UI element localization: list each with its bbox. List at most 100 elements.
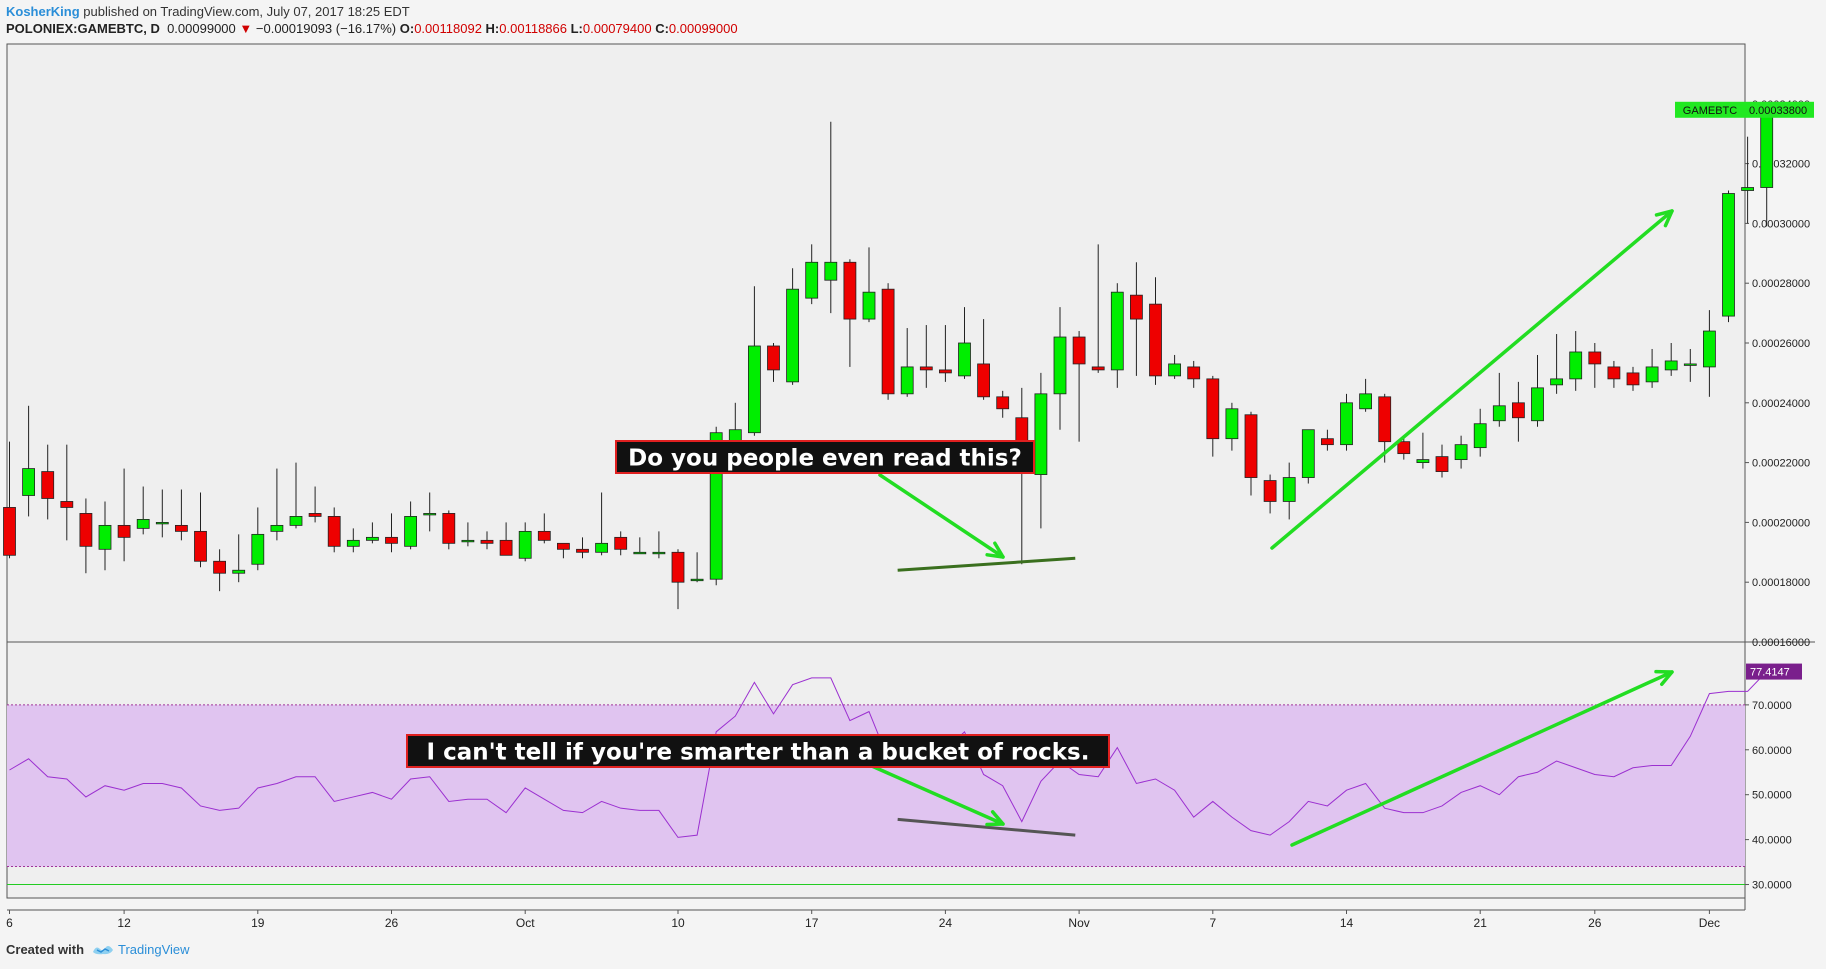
time-tick-label: 7 bbox=[1209, 916, 1216, 930]
candle-down bbox=[1206, 375, 1220, 457]
candle-down bbox=[480, 531, 494, 550]
candle-down bbox=[1512, 381, 1525, 442]
candle-body bbox=[60, 501, 74, 508]
candle-up bbox=[98, 501, 112, 571]
candle-body bbox=[1722, 193, 1735, 317]
candle-up bbox=[1282, 462, 1296, 520]
candle-down bbox=[1187, 360, 1201, 388]
publish-date: published on TradingView.com, July 07, 2… bbox=[83, 4, 410, 19]
candle-down bbox=[194, 492, 207, 568]
time-tick-label: 10 bbox=[671, 916, 685, 930]
candle-up bbox=[1454, 435, 1468, 469]
time-tick-label: 26 bbox=[385, 916, 399, 930]
time-tick-label: 12 bbox=[117, 916, 131, 930]
candle-body bbox=[327, 516, 341, 547]
candle-up bbox=[1492, 372, 1506, 427]
candle-down bbox=[79, 498, 93, 574]
candle-body bbox=[576, 548, 589, 553]
rsi-value-box bbox=[1746, 663, 1802, 680]
candle-down bbox=[1397, 435, 1411, 460]
candle-down bbox=[1263, 474, 1277, 514]
candle-up bbox=[1703, 310, 1716, 397]
candle-up bbox=[423, 492, 437, 532]
candle-down bbox=[174, 489, 188, 541]
candle-down bbox=[1091, 244, 1105, 373]
created-with-label: Created with bbox=[6, 942, 85, 957]
candle-up bbox=[1683, 348, 1697, 382]
candle-down bbox=[499, 522, 513, 556]
author-link[interactable]: KosherKing bbox=[6, 4, 80, 19]
candle-down bbox=[308, 486, 322, 523]
candle-body bbox=[1435, 456, 1449, 472]
candle-body bbox=[1149, 303, 1162, 377]
candle-body bbox=[633, 551, 647, 555]
candle-body bbox=[1416, 459, 1430, 463]
candle-body bbox=[1378, 396, 1392, 443]
tradingview-link[interactable]: TradingView bbox=[92, 942, 190, 957]
candle-down bbox=[996, 390, 1010, 418]
time-tick-label: 21 bbox=[1474, 916, 1488, 930]
annotation-box bbox=[406, 734, 1110, 768]
price-value-text: 0.00033800 bbox=[1749, 105, 1807, 117]
price-symbol-box bbox=[1675, 101, 1746, 118]
candle-down bbox=[919, 325, 933, 388]
candle-body bbox=[385, 536, 398, 544]
candle-up bbox=[1531, 354, 1544, 427]
candle-body bbox=[1130, 294, 1143, 320]
price-tick-label: 0.00024000 bbox=[1752, 398, 1810, 410]
time-tick-label: 26 bbox=[1588, 916, 1602, 930]
symbol-name: POLONIEX:GAMEBTC, D bbox=[6, 21, 160, 36]
time-tick-label: Nov bbox=[1068, 916, 1089, 930]
candle-body bbox=[3, 507, 16, 556]
price-value-box bbox=[1746, 101, 1814, 118]
candle-down bbox=[1626, 366, 1640, 391]
candle-up bbox=[633, 537, 647, 555]
candle-body bbox=[1034, 393, 1048, 475]
candle-down bbox=[1588, 343, 1602, 388]
candle-body bbox=[213, 560, 227, 574]
candle-down bbox=[385, 513, 398, 553]
candle-body bbox=[1282, 477, 1296, 502]
candle-body bbox=[1397, 441, 1411, 455]
open-value: 0.00118092 bbox=[414, 21, 482, 36]
candle-body bbox=[270, 524, 284, 532]
rsi-tick-label: 50.0000 bbox=[1752, 790, 1792, 802]
candle-body bbox=[1225, 408, 1239, 440]
candle-up bbox=[1340, 393, 1353, 451]
price-tick-label: 0.00020000 bbox=[1752, 517, 1810, 529]
candle-up bbox=[1416, 432, 1430, 469]
arrow-shaft bbox=[878, 473, 1005, 559]
low-value: 0.00079400 bbox=[582, 21, 652, 36]
candle-down bbox=[537, 513, 551, 544]
rsi-tick-label: 70.0000 bbox=[1752, 700, 1792, 712]
rsi-tick-label: 30.0000 bbox=[1752, 880, 1792, 892]
candle-up bbox=[1741, 136, 1754, 224]
open-label: O: bbox=[399, 21, 415, 36]
candle-up bbox=[1034, 372, 1048, 529]
candle-body bbox=[1645, 366, 1659, 383]
high-label: H: bbox=[485, 21, 500, 36]
candle-body bbox=[174, 524, 188, 532]
arrow-head bbox=[1654, 669, 1674, 687]
candle-body bbox=[251, 533, 265, 565]
candle-body bbox=[117, 524, 131, 538]
candle-body bbox=[1664, 360, 1678, 371]
arrow-shaft bbox=[863, 761, 1005, 826]
time-tick-label: 14 bbox=[1340, 916, 1354, 930]
candle-down bbox=[977, 319, 990, 400]
candle-body bbox=[1760, 112, 1774, 188]
candle-down bbox=[327, 507, 341, 553]
candle-body bbox=[194, 530, 207, 562]
candle-body bbox=[480, 539, 494, 544]
candle-body bbox=[1053, 336, 1067, 395]
candle-up bbox=[289, 462, 303, 529]
candle-up bbox=[155, 489, 169, 538]
arrow-head bbox=[985, 541, 1005, 559]
candle-body bbox=[824, 261, 838, 281]
candle-up bbox=[1569, 331, 1583, 391]
price-label: GAMEBTC 0.00033800 bbox=[1675, 101, 1814, 118]
candle-body bbox=[748, 345, 761, 434]
candle-up bbox=[22, 405, 36, 517]
candle-down bbox=[881, 283, 895, 400]
